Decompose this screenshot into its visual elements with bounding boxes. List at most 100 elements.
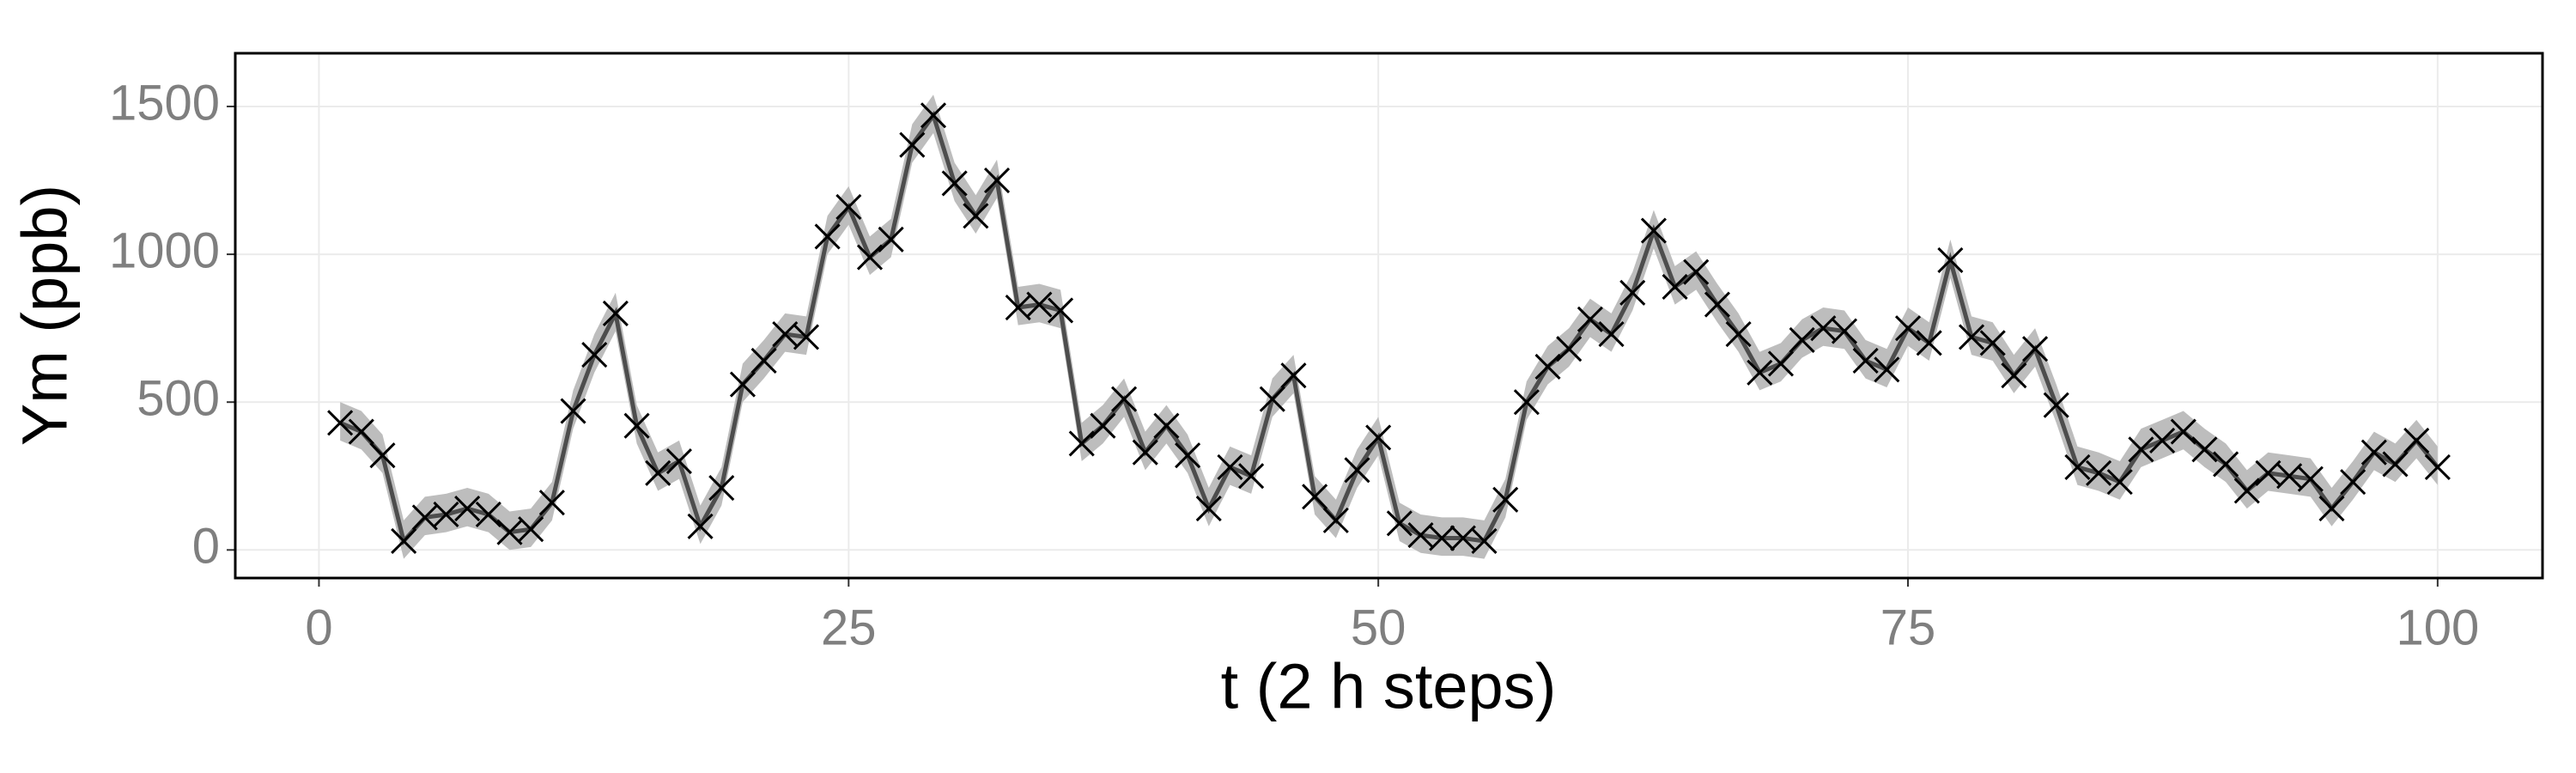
observation-marker	[2276, 463, 2303, 490]
observation-marker	[1407, 522, 1434, 549]
observation-marker	[1026, 291, 1053, 318]
observation-marker	[2021, 336, 2049, 362]
observation-marker	[1556, 336, 1583, 362]
observation-marker	[941, 170, 968, 197]
observation-marker	[1534, 353, 1561, 380]
observation-marker	[687, 513, 714, 539]
x-axis-title: t (2 h steps)	[1221, 651, 1557, 722]
observation-marker	[878, 226, 904, 253]
observation-marker	[1831, 318, 1858, 344]
observation-marker	[1090, 412, 1116, 439]
observation-marker	[1598, 320, 1625, 348]
observation-marker	[2424, 453, 2451, 480]
observation-marker	[2170, 418, 2196, 445]
observation-marker	[1492, 486, 1519, 513]
observation-marker	[2233, 478, 2260, 504]
observation-marker	[2255, 460, 2281, 486]
y-axis-title: Ym (ppb)	[9, 185, 81, 446]
observation-marker	[1662, 273, 1688, 300]
observation-marker	[899, 131, 926, 158]
observation-marker	[433, 501, 459, 528]
observation-marker	[327, 410, 354, 436]
y-tick-label: 1500	[109, 75, 220, 131]
observation-marker	[538, 490, 565, 516]
observation-marker	[1683, 259, 1710, 285]
observation-marker	[1132, 439, 1158, 466]
observation-marker	[1344, 457, 1370, 484]
observation-marker	[920, 102, 947, 129]
observation-marker	[2128, 436, 2154, 463]
observation-marker	[814, 223, 841, 250]
x-tick-label: 25	[821, 600, 877, 655]
observation-marker	[2318, 496, 2345, 522]
y-tick-label: 1000	[109, 222, 220, 278]
observation-marker	[1386, 510, 1413, 537]
observation-marker	[2340, 469, 2366, 496]
observation-marker	[729, 371, 756, 398]
observation-marker	[1068, 430, 1095, 457]
plot-border	[234, 52, 2544, 580]
observation-marker	[1640, 217, 1667, 244]
observation-marker	[1747, 359, 1773, 386]
x-tick-label: 100	[2396, 600, 2479, 655]
observation-marker	[772, 320, 799, 348]
observation-marker	[1175, 442, 1201, 469]
observation-marker	[475, 501, 501, 528]
observation-marker	[391, 527, 417, 555]
observation-marker	[1449, 525, 1476, 551]
observation-marker	[1513, 389, 1540, 416]
observation-marker	[1429, 525, 1455, 551]
observation-marker	[1789, 326, 1815, 353]
observation-marker	[1874, 356, 1900, 383]
observation-marker	[1047, 297, 1074, 324]
observation-marker	[2106, 469, 2133, 496]
observation-marker	[1153, 412, 1180, 439]
observation-marker	[2086, 460, 2112, 486]
observation-marker	[2297, 466, 2324, 492]
observation-marker	[983, 167, 1011, 194]
x-tick-label: 0	[305, 600, 332, 655]
observation-marker	[560, 398, 586, 424]
observation-marker	[2403, 427, 2430, 453]
observation-marker	[2001, 362, 2027, 389]
observation-marker	[645, 460, 671, 486]
observation-marker	[1322, 507, 1349, 533]
observation-marker	[496, 519, 523, 545]
observation-marker	[1238, 463, 1265, 490]
observation-marker	[623, 412, 650, 439]
observation-marker	[835, 193, 862, 221]
observation-marker	[1894, 315, 1922, 342]
observation-marker	[1005, 294, 1031, 321]
observation-marker	[1365, 424, 1392, 451]
observation-marker	[369, 442, 396, 469]
observation-marker	[1280, 362, 1307, 389]
observation-marker	[518, 516, 544, 543]
y-tick-label: 500	[137, 371, 220, 427]
observation-marker	[1852, 347, 1879, 374]
observation-marker	[2149, 427, 2176, 453]
observation-marker	[2213, 451, 2239, 478]
plot-background	[235, 53, 2543, 578]
observation-marker	[581, 342, 608, 368]
observation-marker	[1302, 484, 1328, 510]
observation-marker	[348, 418, 374, 445]
observation-marker	[750, 347, 777, 374]
observation-marker	[1979, 330, 2006, 356]
observation-marker	[454, 496, 481, 522]
observation-marker	[856, 244, 884, 271]
observation-marker	[1619, 279, 1646, 306]
observation-marker	[1916, 330, 1942, 356]
x-tick-label: 50	[1351, 600, 1406, 655]
observation-marker	[708, 474, 735, 502]
observation-marker	[2360, 439, 2387, 466]
estimate-line	[339, 110, 2439, 546]
observation-marker	[1111, 386, 1138, 412]
observation-marker	[1259, 386, 1285, 412]
observation-marker	[963, 203, 989, 229]
observation-marker	[1767, 350, 1795, 377]
observation-marker	[1471, 527, 1498, 555]
observation-marker	[1195, 496, 1222, 522]
observation-marker	[602, 300, 629, 326]
y-tick-label: 0	[192, 519, 220, 575]
